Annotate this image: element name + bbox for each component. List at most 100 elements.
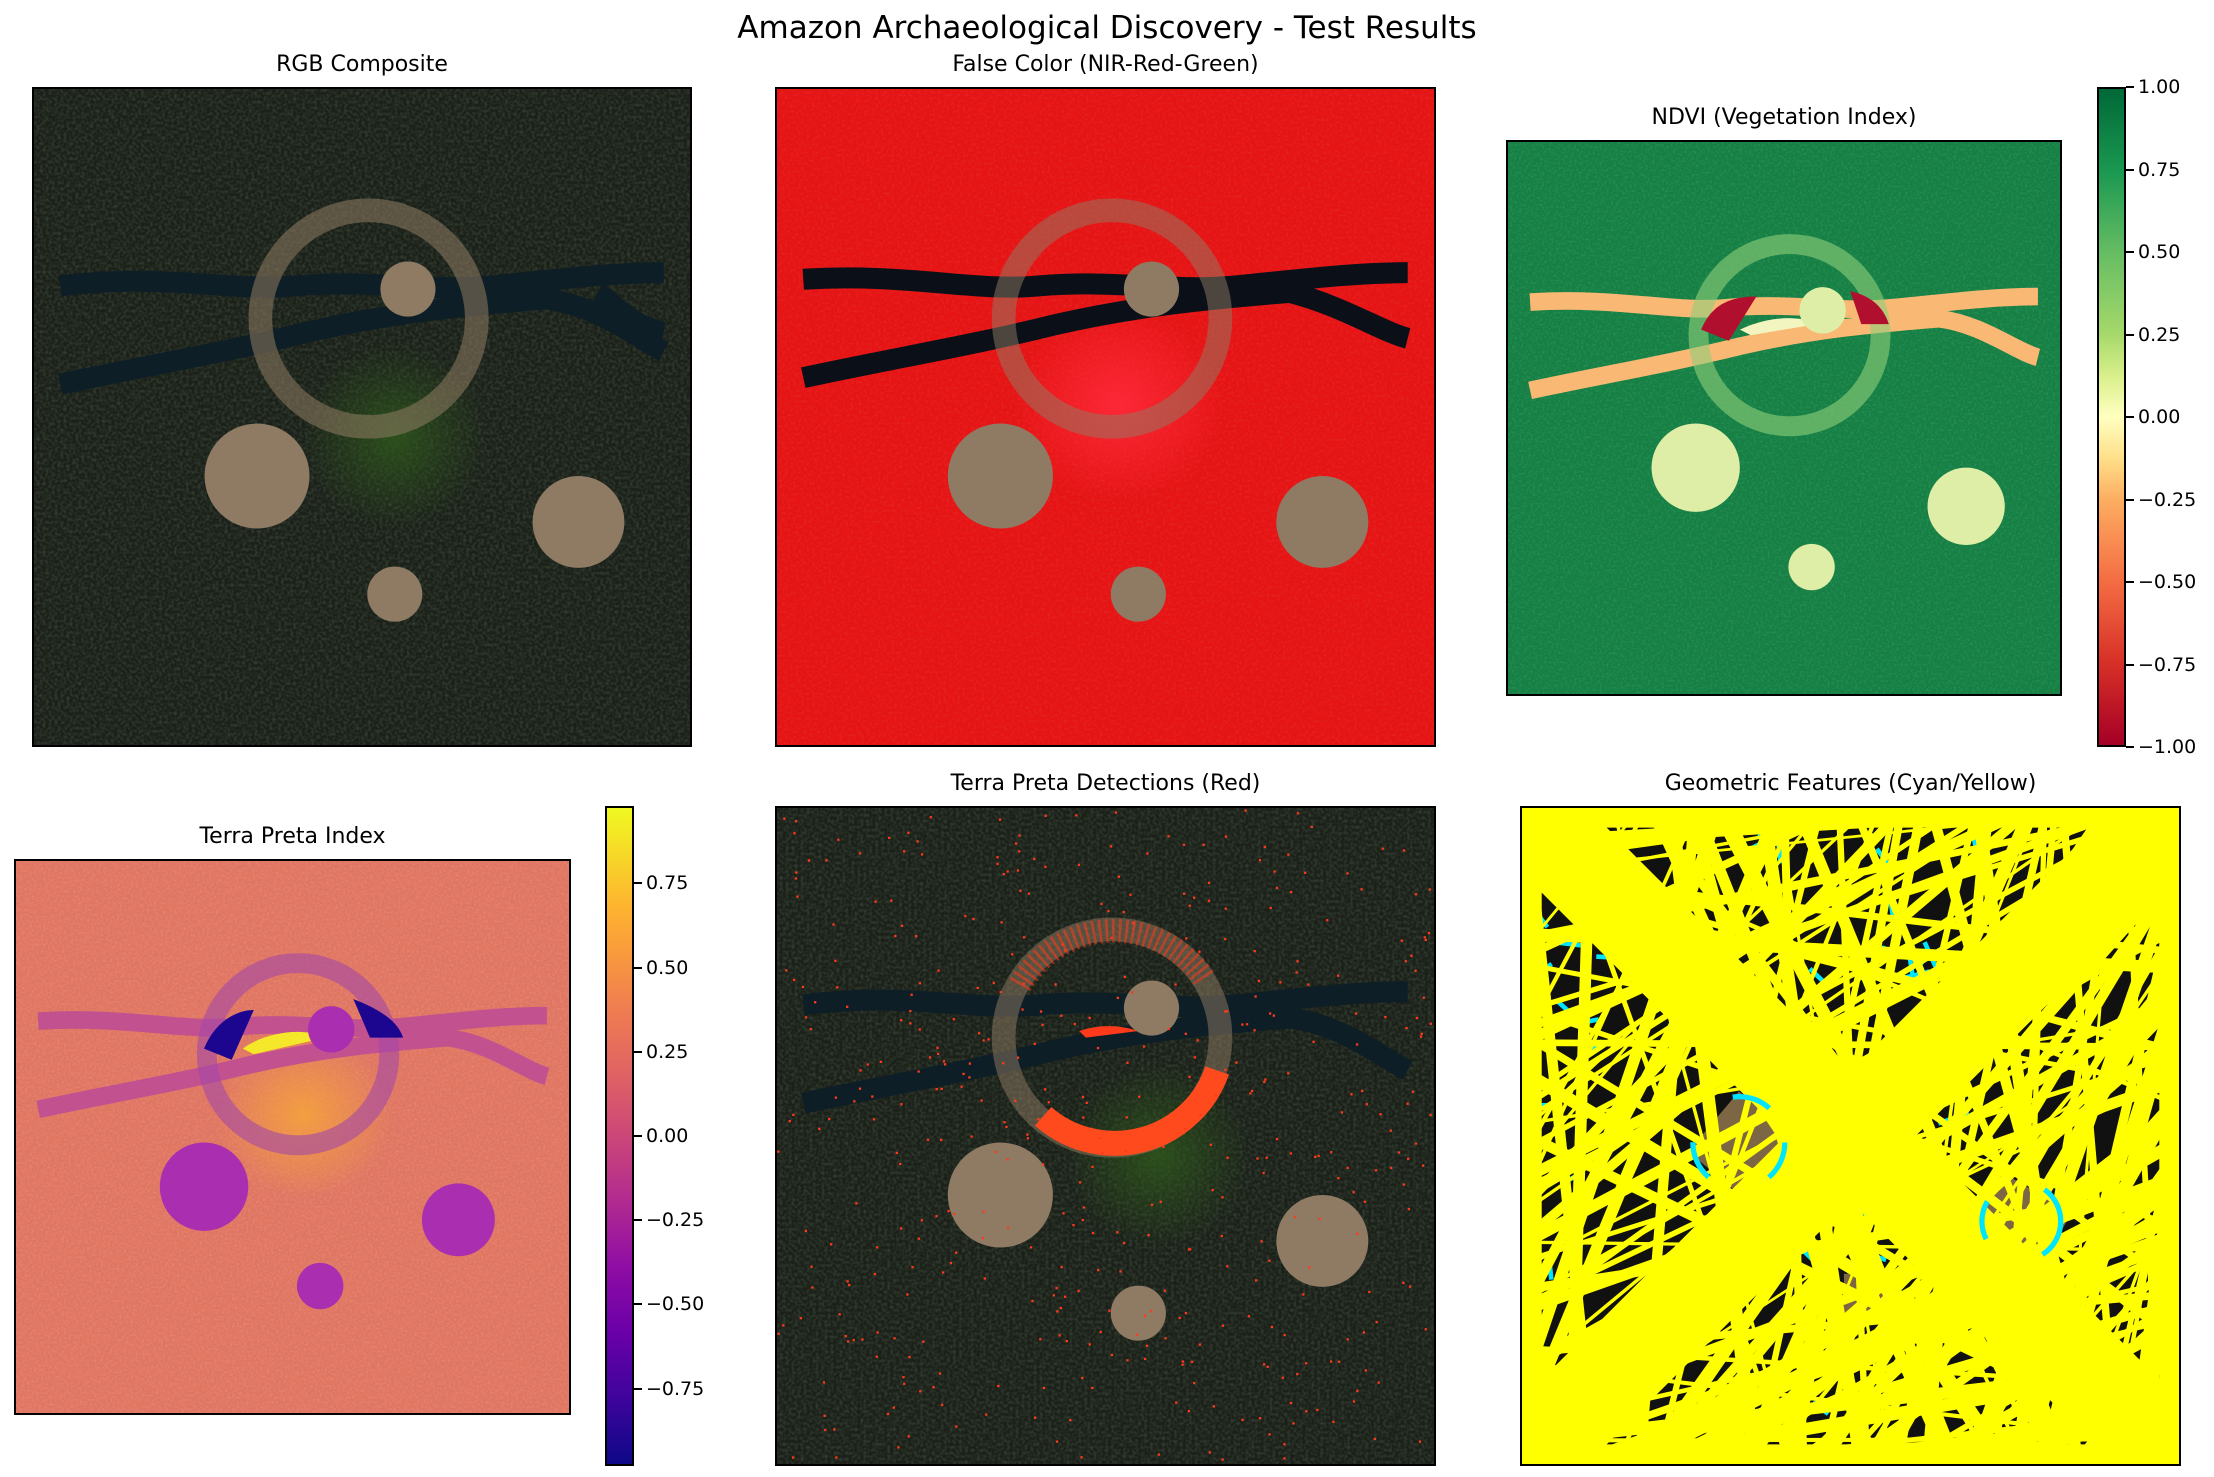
detection-point (911, 1265, 914, 1269)
detection-point (874, 900, 877, 903)
detection-point (1389, 1166, 1393, 1170)
detection-point (893, 1337, 896, 1340)
ndvi-colorbar-tick-label: 0.50 (2138, 241, 2181, 263)
figure-title: Amazon Archaeological Discovery - Test R… (737, 10, 1477, 46)
detection-point (1159, 1200, 1162, 1203)
detection-point (952, 1017, 955, 1021)
detection-point (1332, 1420, 1335, 1423)
detection-point (1418, 1440, 1422, 1443)
detection-point (1251, 1089, 1254, 1093)
detection-point (1283, 1457, 1286, 1460)
detection-point (1062, 1212, 1065, 1215)
ndvi-colorbar-tick (2126, 746, 2134, 748)
detection-point (1182, 892, 1186, 895)
yellow-feature-line (1647, 808, 1955, 1464)
detection-point (1368, 1290, 1371, 1294)
detection-point (899, 1162, 902, 1166)
detection-point (1107, 909, 1110, 913)
detection-point (947, 1209, 950, 1213)
detection-point (1265, 1156, 1268, 1159)
detection-point (795, 871, 798, 874)
yellow-feature-line (1893, 808, 2051, 1464)
yellow-feature-line (1522, 1289, 2179, 1358)
detection-point (1019, 889, 1022, 892)
detection-point (1296, 960, 1299, 963)
detection-point (980, 1099, 983, 1102)
detection-point (1184, 1127, 1187, 1130)
detection-point (804, 1016, 808, 1019)
detection-point (1164, 1337, 1167, 1340)
terra-preta-colorbar-tick (634, 1303, 642, 1306)
terra-preta-panel-title: Terra Preta Index (199, 824, 386, 849)
detection-point (917, 1070, 920, 1073)
detection-point (1354, 1012, 1358, 1015)
detection-point (1006, 870, 1009, 873)
detection-point (1101, 1152, 1104, 1155)
detection-point (1422, 996, 1425, 999)
detection-point (915, 935, 918, 938)
detection-point (1027, 892, 1031, 895)
detection-point (1421, 1164, 1425, 1167)
detection-point (888, 836, 891, 840)
detection-point (1026, 1133, 1029, 1136)
detection-point (1198, 1343, 1202, 1346)
detection-point (783, 817, 786, 820)
detection-point (1081, 1095, 1085, 1099)
detection-point (917, 1237, 921, 1240)
detection-point (1296, 1372, 1299, 1376)
detection-point (871, 1095, 874, 1098)
detection-point (846, 1280, 849, 1283)
detection-point (1135, 1333, 1138, 1336)
detection-point (1275, 886, 1279, 890)
detection-point (1260, 1240, 1263, 1243)
ndvi-image (1506, 140, 2062, 696)
detection-point (1016, 869, 1020, 872)
detection-point (972, 917, 975, 921)
detection-point (1077, 1289, 1080, 1293)
detection-point (1209, 1143, 1212, 1146)
detection-point (1091, 1231, 1095, 1235)
detection-point (1407, 1207, 1411, 1211)
yellow-feature-line (1522, 927, 2179, 974)
detection-point (818, 1127, 821, 1130)
detection-point (1279, 981, 1282, 984)
detection-point (1314, 1155, 1317, 1158)
detection-point (1167, 835, 1170, 838)
detection-point (1249, 1092, 1252, 1095)
detection-point (1044, 1088, 1047, 1091)
detection-point (1085, 1101, 1088, 1105)
detection-point (1138, 1095, 1141, 1098)
detection-point (1207, 881, 1211, 885)
detection-point (1031, 1299, 1034, 1303)
detection-point (1346, 872, 1349, 875)
yellow-feature-line (1756, 808, 1868, 1464)
detection-point (1199, 1113, 1202, 1117)
detection-point (1263, 1080, 1266, 1083)
detection-point (1082, 1116, 1085, 1119)
detection-point (919, 1390, 922, 1393)
detection-point (1289, 1401, 1292, 1405)
detection-point (1055, 1287, 1058, 1290)
detection-point (1091, 1386, 1094, 1390)
detection-point (909, 1009, 912, 1013)
detection-point (833, 1428, 836, 1431)
detection-point (1099, 1330, 1102, 1334)
cyan-circle-feature (1690, 1094, 1788, 1192)
geometric-panel-title: Geometric Features (Cyan/Yellow) (1664, 771, 2037, 796)
detection-point (1268, 1259, 1271, 1262)
detection-point (1275, 1137, 1279, 1141)
detection-point (1224, 1010, 1227, 1013)
detection-point (1125, 1116, 1128, 1119)
detection-point (907, 1435, 910, 1438)
detection-point (1021, 1008, 1024, 1011)
detection-point (838, 1313, 841, 1316)
detection-point (1406, 1157, 1410, 1160)
yellow-feature-line (1715, 1104, 2179, 1464)
yellow-feature-line (1522, 808, 1726, 1393)
detection-point (1263, 845, 1266, 849)
detection-point (1122, 1241, 1126, 1245)
detection-point (1185, 937, 1188, 940)
detection-point (1058, 1334, 1061, 1337)
detection-point (1303, 871, 1307, 874)
detection-point (1258, 859, 1262, 862)
